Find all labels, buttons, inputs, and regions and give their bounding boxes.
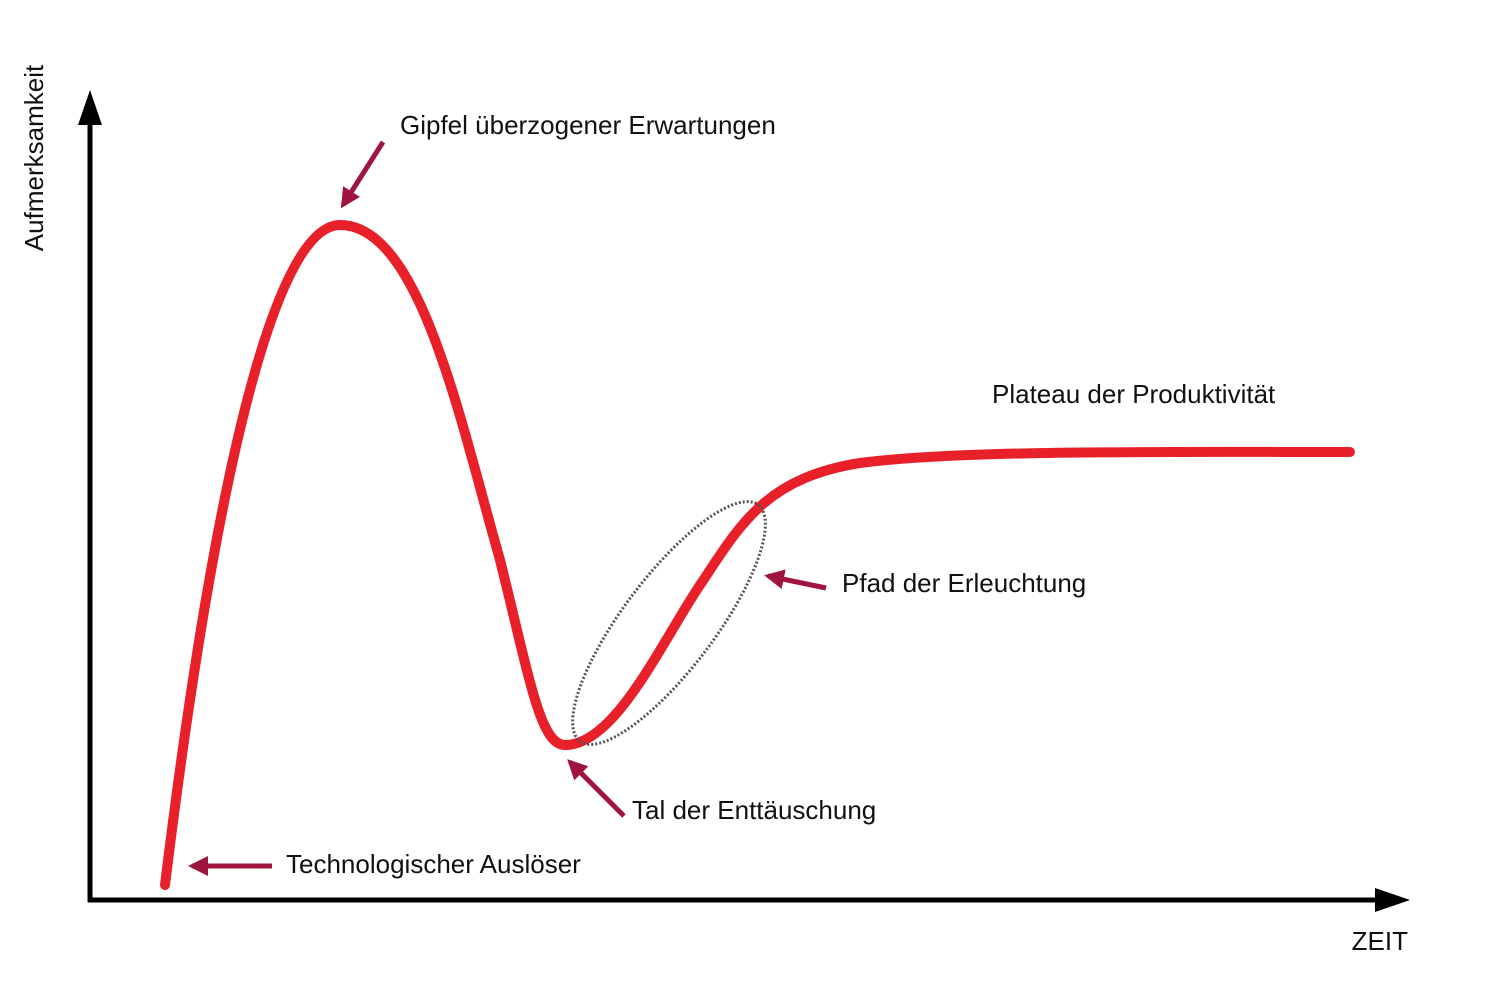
- highlight-ellipse: [571, 500, 767, 746]
- phase-label: Plateau der Produktivität: [992, 379, 1276, 409]
- pointer-arrow: [764, 569, 827, 591]
- hype-curve: [160, 219, 1355, 890]
- y-axis-arrow: [78, 90, 102, 125]
- phase-label: Pfad der Erleuchtung: [842, 568, 1086, 598]
- pointer-arrow: [340, 140, 386, 209]
- phase-label: Tal der Enttäuschung: [632, 795, 876, 825]
- pointer-arrow: [567, 759, 626, 818]
- phase-label: Gipfel überzogener Erwartungen: [400, 110, 776, 140]
- y-axis-label: Aufmerksamkeit: [19, 64, 49, 251]
- x-axis-arrow: [1375, 888, 1410, 912]
- x-axis-label: ZEIT: [1352, 926, 1408, 956]
- phase-label: Technologischer Auslöser: [286, 849, 581, 879]
